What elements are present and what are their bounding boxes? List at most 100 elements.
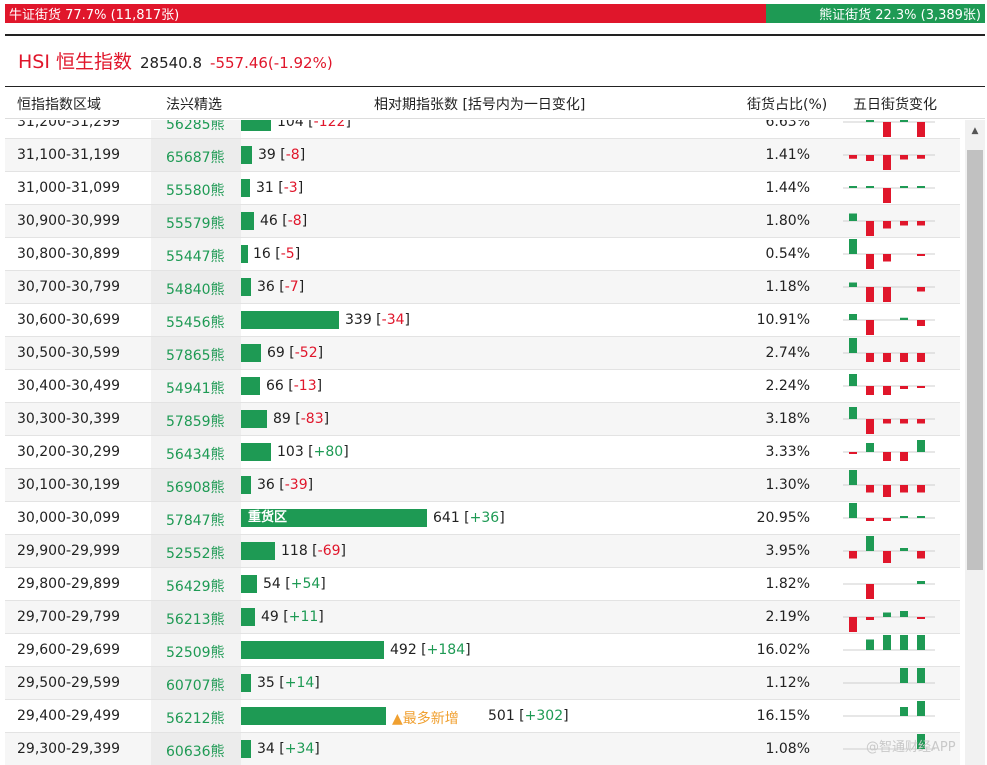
row-count: 69	[267, 345, 285, 361]
table-row[interactable]: 29,500-29,599 60707熊 35 [+14] 1.12%	[5, 667, 960, 700]
row-pick-link[interactable]: 56285熊	[151, 120, 241, 138]
table-body[interactable]: 31,200-31,299 56285熊 104 [-122] 6.63% 31,100…	[5, 120, 960, 765]
table-row[interactable]: 29,400-29,499 56212熊 ▲最多新增 501 [+302] 16.15%	[5, 700, 960, 733]
row-count-bar	[241, 278, 251, 296]
row-pick-link[interactable]: 57859熊	[151, 403, 241, 435]
row-pick-link[interactable]: 55456熊	[151, 304, 241, 336]
row-count-text: 501 [+302]	[488, 708, 569, 724]
row-share: 1.12%	[765, 675, 810, 691]
row-pick-link[interactable]: 57847熊	[151, 502, 241, 534]
spark-bar	[883, 386, 891, 395]
row-pick-link[interactable]: 56908熊	[151, 469, 241, 501]
row-count: 31	[256, 180, 274, 196]
table-row[interactable]: 30,900-30,999 55579熊 46 [-8] 1.80%	[5, 205, 960, 238]
row-range: 29,700-29,799	[17, 609, 121, 625]
row-pick-link[interactable]: 56213熊	[151, 601, 241, 633]
row-delta: +184	[426, 642, 466, 658]
row-share: 1.18%	[765, 279, 810, 295]
table-row[interactable]: 31,100-31,199 65687熊 39 [-8] 1.41%	[5, 139, 960, 172]
table-header: 恒指指数区域 法兴精选 相对期指张数 [括号内为一日变化] 街货占比(%) 五日…	[5, 87, 985, 119]
row-five-day-chart	[843, 734, 935, 750]
table-row[interactable]: 29,800-29,899 56429熊 54 [+54] 1.82%	[5, 568, 960, 601]
row-count-bar	[241, 344, 261, 362]
row-relative-cell: 54 [+54]	[241, 568, 711, 600]
row-count-text: 492 [+184]	[390, 642, 471, 658]
row-pick-link[interactable]: 52509熊	[151, 634, 241, 666]
table-row[interactable]: 30,400-30,499 54941熊 66 [-13] 2.24%	[5, 370, 960, 403]
scroll-thumb[interactable]	[967, 150, 983, 570]
row-delta: -8	[285, 147, 300, 163]
row-pick-link[interactable]: 56429熊	[151, 568, 241, 600]
row-share: 6.63%	[765, 120, 810, 130]
table-row[interactable]: 30,700-30,799 54840熊 36 [-7] 1.18%	[5, 271, 960, 304]
row-share: 1.30%	[765, 477, 810, 493]
spark-bar	[917, 386, 925, 388]
row-delta: -34	[381, 312, 405, 328]
row-count-text: 36 [-39]	[257, 477, 314, 493]
table-row[interactable]: 29,600-29,699 52509熊 492 [+184] 16.02%	[5, 634, 960, 667]
row-pick-link[interactable]: 60707熊	[151, 667, 241, 699]
row-pick-link[interactable]: 56212熊	[151, 700, 241, 732]
table-row[interactable]: 29,700-29,799 56213熊 49 [+11] 2.19%	[5, 601, 960, 634]
row-count-text: 31 [-3]	[256, 180, 304, 196]
row-relative-cell: 339 [-34]	[241, 304, 711, 336]
row-count: 46	[260, 213, 278, 229]
row-pick-link[interactable]: 55580熊	[151, 172, 241, 204]
row-pick-link[interactable]: 54840熊	[151, 271, 241, 303]
spark-bar	[900, 516, 908, 518]
row-five-day-chart	[843, 701, 935, 717]
row-pick-link[interactable]: 54941熊	[151, 370, 241, 402]
row-count-text: 54 [+54]	[263, 576, 326, 592]
row-pick-link[interactable]: 57865熊	[151, 337, 241, 369]
table-row[interactable]: 30,200-30,299 56434熊 103 [+80] 3.33%	[5, 436, 960, 469]
row-share: 1.44%	[765, 180, 810, 196]
row-share: 16.02%	[756, 642, 810, 658]
spark-bar	[883, 254, 891, 262]
row-five-day-chart	[843, 536, 935, 563]
table-rows: 31,200-31,299 56285熊 104 [-122] 6.63% 31,100…	[5, 120, 960, 765]
table-row[interactable]: 30,800-30,899 55447熊 16 [-5] 0.54%	[5, 238, 960, 271]
table-row[interactable]: 31,000-31,099 55580熊 31 [-3] 1.44%	[5, 172, 960, 205]
header-five-day: 五日街货变化	[853, 97, 937, 113]
row-pick-link[interactable]: 65687熊	[151, 139, 241, 171]
row-count-text: 89 [-83]	[273, 411, 330, 427]
row-pick-link[interactable]: 60636熊	[151, 733, 241, 765]
spark-bar	[866, 155, 874, 161]
row-share: 1.08%	[765, 741, 810, 757]
table-row[interactable]: 29,300-29,399 60636熊 34 [+34] 1.08%	[5, 733, 960, 765]
row-relative-cell: 66 [-13]	[241, 370, 711, 402]
table-row[interactable]: 30,500-30,599 57865熊 69 [-52] 2.74%	[5, 337, 960, 370]
table-row[interactable]: 30,600-30,699 55456熊 339 [-34] 10.91%	[5, 304, 960, 337]
table-row[interactable]: 30,100-30,199 56908熊 36 [-39] 1.30%	[5, 469, 960, 502]
row-five-day-chart	[843, 611, 935, 632]
row-relative-cell: 39 [-8]	[241, 139, 711, 171]
table-row[interactable]: 31,200-31,299 56285熊 104 [-122] 6.63%	[5, 120, 960, 139]
row-count-text: 103 [+80]	[277, 444, 349, 460]
scroll-up-arrow-icon[interactable]: ▲	[971, 126, 979, 136]
table-row[interactable]: 29,900-29,999 52552熊 118 [-69] 3.95%	[5, 535, 960, 568]
table-row[interactable]: 30,300-30,399 57859熊 89 [-83] 3.18%	[5, 403, 960, 436]
spark-bar	[849, 470, 857, 485]
header-divider	[5, 86, 985, 87]
table-row[interactable]: 30,000-30,099 57847熊 重货区 641 [+36] 20.95%	[5, 502, 960, 535]
row-count-text: 39 [-8]	[258, 147, 306, 163]
row-pick-link[interactable]: 55447熊	[151, 238, 241, 270]
row-count: 34	[257, 741, 275, 757]
row-pick-link[interactable]: 56434熊	[151, 436, 241, 468]
vertical-scrollbar[interactable]: ▲	[965, 120, 985, 765]
row-range: 31,000-31,099	[17, 180, 121, 196]
row-delta: +36	[469, 510, 500, 526]
row-count: 118	[281, 543, 308, 559]
spark-bar	[883, 635, 891, 650]
spark-bar	[849, 338, 857, 353]
spark-bar	[849, 213, 857, 221]
row-five-day-chart	[843, 120, 935, 137]
spark-bar	[917, 186, 925, 188]
row-pick-link[interactable]: 52552熊	[151, 535, 241, 567]
row-pick-link[interactable]: 55579熊	[151, 205, 241, 237]
row-count-text: 35 [+14]	[257, 675, 320, 691]
spark-bar	[917, 221, 925, 226]
row-range: 30,400-30,499	[17, 378, 121, 394]
row-delta: +302	[524, 708, 564, 724]
row-relative-cell: 492 [+184]	[241, 634, 711, 666]
